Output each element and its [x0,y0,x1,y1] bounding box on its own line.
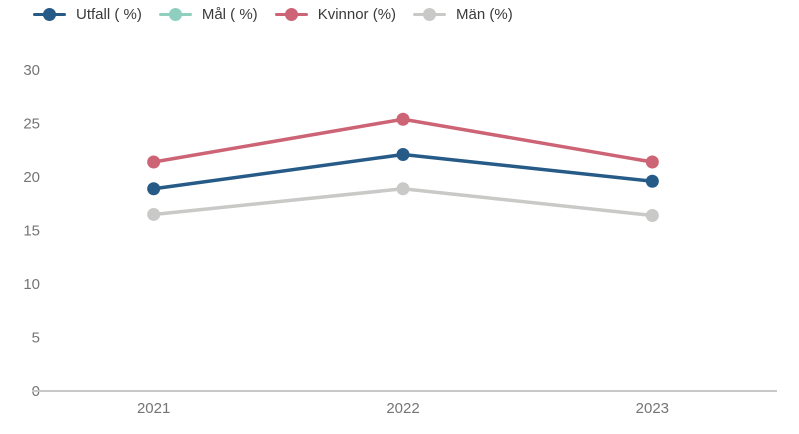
legend-label-mal: Mål ( %) [201,6,258,23]
legend-marker-utfall-icon [33,8,66,21]
legend-label-man: Män (%) [456,6,513,23]
legend-item-man[interactable]: Män (%) [413,6,513,23]
legend-marker-man-icon [413,8,447,21]
x-axis-label-2021: 2021 [137,400,170,417]
legend-label-utfall: Utfall ( %) [76,6,142,23]
legend-marker-kvinnor-icon [274,8,308,21]
data-point-series-0[interactable] [147,182,161,196]
x-axis-label-2022: 2022 [386,400,419,417]
legend-item-mal[interactable]: Mål ( %) [158,6,258,23]
data-point-series-2[interactable] [147,155,161,169]
y-axis-label-25: 25 [23,116,40,133]
data-point-series-0[interactable] [396,148,410,162]
x-axis-label-2023: 2023 [636,400,669,417]
y-axis-label-30: 30 [23,62,40,79]
legend-item-utfall[interactable]: Utfall ( %) [33,6,142,23]
data-point-series-3[interactable] [147,207,161,221]
data-point-series-3[interactable] [396,182,410,196]
data-point-series-2[interactable] [396,112,410,126]
data-point-series-0[interactable] [645,174,659,188]
legend-item-kvinnor[interactable]: Kvinnor (%) [274,6,397,23]
y-axis-label-20: 20 [23,169,40,186]
legend-label-kvinnor: Kvinnor (%) [317,6,397,23]
data-point-series-3[interactable] [645,209,659,223]
y-axis-label-10: 10 [23,276,40,293]
y-axis-label-15: 15 [23,223,40,240]
legend-marker-mal-icon [158,8,192,21]
y-axis-label-5: 5 [32,330,40,347]
data-point-series-2[interactable] [645,155,659,169]
legend: Utfall ( %) Mål ( %) Kvinnor (%) Män (%) [33,6,513,23]
